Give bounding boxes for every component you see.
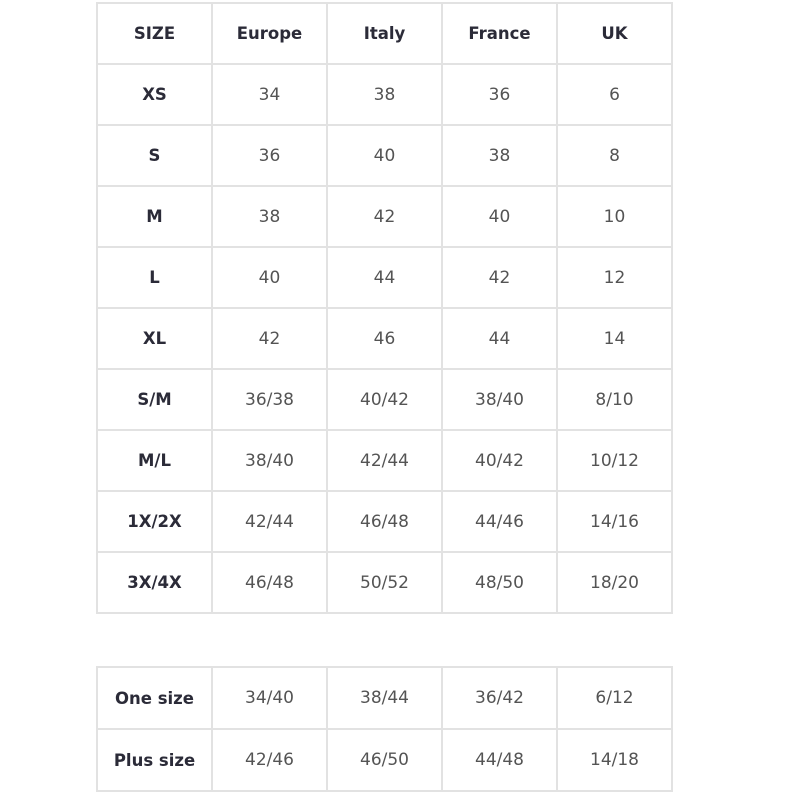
- table-cell: 36/42: [441, 666, 558, 730]
- table-row: XS 34 38 36 6: [96, 63, 673, 126]
- table-row: S/M 36/38 40/42 38/40 8/10: [96, 368, 673, 431]
- row-header: One size: [96, 666, 213, 730]
- table-cell: 6: [556, 63, 673, 126]
- table-cell: 46/50: [326, 728, 443, 792]
- table-cell: 38/40: [211, 429, 328, 492]
- table-cell: 34/40: [211, 666, 328, 730]
- column-header: SIZE: [96, 2, 213, 65]
- table-cell: 14/18: [556, 728, 673, 792]
- row-header: 3X/4X: [96, 551, 213, 614]
- column-header: UK: [556, 2, 673, 65]
- table-row: 3X/4X 46/48 50/52 48/50 18/20: [96, 551, 673, 614]
- table-cell: 38: [441, 124, 558, 187]
- table-cell: 42/46: [211, 728, 328, 792]
- table-cell: 46: [326, 307, 443, 370]
- table-cell: 10: [556, 185, 673, 248]
- table-cell: 34: [211, 63, 328, 126]
- row-header: 1X/2X: [96, 490, 213, 553]
- table-cell: 36: [211, 124, 328, 187]
- table-cell: 38: [326, 63, 443, 126]
- column-header: Italy: [326, 2, 443, 65]
- table-cell: 40: [211, 246, 328, 309]
- table-cell: 42: [211, 307, 328, 370]
- table-cell: 44/48: [441, 728, 558, 792]
- table-row: M/L 38/40 42/44 40/42 10/12: [96, 429, 673, 492]
- row-header: Plus size: [96, 728, 213, 792]
- table-cell: 40: [326, 124, 443, 187]
- table-cell: 8/10: [556, 368, 673, 431]
- table-cell: 36: [441, 63, 558, 126]
- table-cell: 50/52: [326, 551, 443, 614]
- column-header: Europe: [211, 2, 328, 65]
- row-header: S/M: [96, 368, 213, 431]
- table-row: 1X/2X 42/44 46/48 44/46 14/16: [96, 490, 673, 553]
- table-cell: 40: [441, 185, 558, 248]
- table-cell: 40/42: [326, 368, 443, 431]
- table-cell: 42/44: [211, 490, 328, 553]
- table-cell: 14: [556, 307, 673, 370]
- table-cell: 44/46: [441, 490, 558, 553]
- column-header: France: [441, 2, 558, 65]
- table-cell: 10/12: [556, 429, 673, 492]
- table-cell: 44: [326, 246, 443, 309]
- table-cell: 46/48: [211, 551, 328, 614]
- size-conversion-table: SIZE Europe Italy France UK XS 34 38 36 6 S 36 40 38 8…: [96, 2, 673, 614]
- table-row: One size 34/40 38/44 36/42 6/12: [96, 666, 673, 730]
- table-cell: 42: [441, 246, 558, 309]
- table-row: XL 42 46 44 14: [96, 307, 673, 370]
- table-cell: 40/42: [441, 429, 558, 492]
- table-cell: 18/20: [556, 551, 673, 614]
- table-cell: 38/44: [326, 666, 443, 730]
- table-cell: 6/12: [556, 666, 673, 730]
- table-cell: 12: [556, 246, 673, 309]
- table-cell: 38/40: [441, 368, 558, 431]
- table-row: S 36 40 38 8: [96, 124, 673, 187]
- table-row: M 38 42 40 10: [96, 185, 673, 248]
- table-cell: 38: [211, 185, 328, 248]
- table-row: L 40 44 42 12: [96, 246, 673, 309]
- row-header: M: [96, 185, 213, 248]
- table-cell: 14/16: [556, 490, 673, 553]
- header-row: SIZE Europe Italy France UK: [96, 2, 673, 65]
- row-header: L: [96, 246, 213, 309]
- table-cell: 36/38: [211, 368, 328, 431]
- table-cell: 42: [326, 185, 443, 248]
- row-header: S: [96, 124, 213, 187]
- row-header: XS: [96, 63, 213, 126]
- special-size-table: One size 34/40 38/44 36/42 6/12 Plus size 42/4…: [96, 666, 673, 792]
- row-header: XL: [96, 307, 213, 370]
- table-cell: 46/48: [326, 490, 443, 553]
- table-cell: 48/50: [441, 551, 558, 614]
- table-cell: 8: [556, 124, 673, 187]
- table-cell: 42/44: [326, 429, 443, 492]
- row-header: M/L: [96, 429, 213, 492]
- table-row: Plus size 42/46 46/50 44/48 14/18: [96, 728, 673, 792]
- table-cell: 44: [441, 307, 558, 370]
